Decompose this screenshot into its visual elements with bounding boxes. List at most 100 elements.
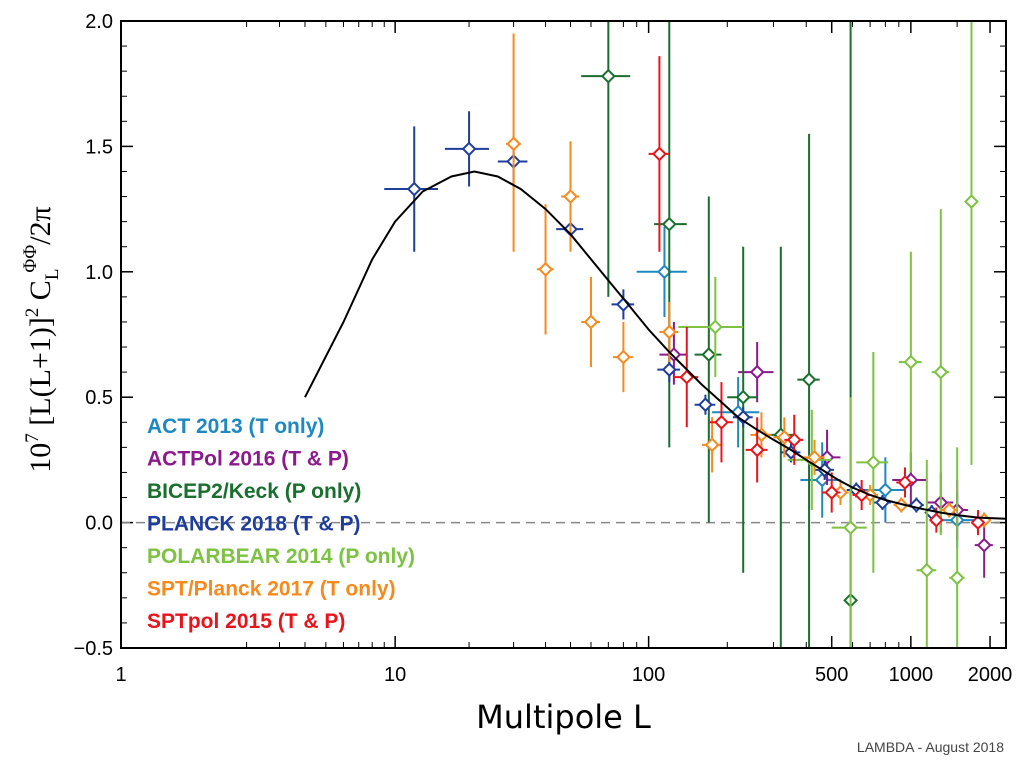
legend-entry: SPT/Planck 2017 (T only) — [147, 578, 396, 601]
data-point — [940, 502, 958, 518]
diamond-marker — [652, 146, 667, 162]
series-spt-planck — [505, 33, 992, 528]
diamond-marker — [824, 485, 840, 500]
diamond-marker — [661, 362, 677, 378]
diamond-marker — [679, 369, 695, 385]
diamond-marker — [976, 537, 992, 553]
diamond-marker — [538, 261, 553, 277]
diamond-marker — [698, 397, 713, 413]
data-point — [822, 472, 841, 513]
diamond-marker — [749, 364, 765, 380]
y-tick-label: 0.0 — [85, 513, 113, 535]
diamond-marker — [807, 449, 822, 465]
data-point — [673, 326, 699, 428]
diamond-marker — [843, 520, 859, 536]
legend-entry: POLARBEAR 2014 (P only) — [147, 545, 415, 568]
data-point — [970, 510, 986, 536]
data-points-layer — [384, 21, 993, 648]
y-label-body-sup: 2 — [22, 308, 43, 318]
series-bicep2-keck — [581, 21, 859, 648]
credit-text: LAMBDA - August 2018 — [857, 739, 1004, 755]
data-point — [928, 507, 944, 533]
data-point — [831, 397, 867, 648]
y-label-prefix-sup: 7 — [22, 433, 43, 443]
x-tick-label: 2000 — [968, 664, 1013, 686]
diamond-marker — [897, 475, 913, 490]
x-tick-label: 500 — [815, 664, 848, 686]
data-point — [916, 459, 937, 648]
diamond-marker — [406, 181, 422, 197]
x-tick-label: 100 — [632, 664, 665, 686]
diamond-marker — [563, 189, 578, 204]
data-point — [648, 56, 670, 252]
data-point — [896, 467, 914, 498]
x-tick-label: 1 — [115, 664, 126, 686]
data-point — [636, 226, 687, 317]
diamond-marker — [600, 68, 616, 84]
data-point — [536, 204, 554, 335]
data-point — [611, 289, 635, 320]
y-label-prefix: 10 — [24, 443, 57, 473]
diamond-marker — [661, 216, 677, 232]
data-point — [811, 429, 841, 485]
diamond-marker — [786, 432, 802, 448]
y-label-suffix: /2π — [24, 206, 57, 244]
legend-entry: SPTpol 2015 (T & P) — [147, 610, 345, 633]
y-label-c: C — [24, 280, 57, 308]
y-axis-label: 107 [L(L+1)]2 CLΦΦ/2π — [20, 206, 63, 472]
diamond-marker — [714, 414, 729, 430]
data-point — [708, 382, 733, 463]
plot-frame — [120, 20, 1007, 649]
data-point — [745, 417, 768, 483]
data-point — [505, 33, 522, 252]
y-label-c-sub: L — [42, 269, 63, 281]
diamond-marker — [928, 512, 944, 528]
diamond-marker — [949, 570, 965, 586]
data-point — [712, 377, 760, 448]
theory-curve-layer — [304, 170, 1007, 520]
diamond-marker — [877, 482, 893, 498]
y-tick-label: −0.5 — [74, 638, 113, 660]
y-tick-label: 1.0 — [85, 262, 113, 284]
y-tick-label: 2.0 — [85, 11, 113, 33]
y-tick-label: 1.5 — [85, 136, 113, 158]
diamond-marker — [919, 562, 935, 578]
data-point — [732, 407, 753, 428]
diamond-marker — [933, 364, 949, 380]
legend-entry: ACTPol 2016 (T & P) — [147, 448, 349, 471]
legend-entry: ACT 2013 (T only) — [147, 415, 324, 438]
x-tick-label: 10 — [384, 664, 406, 686]
diamond-marker — [970, 515, 986, 531]
diamond-marker — [865, 454, 881, 470]
series-polarbear — [678, 21, 979, 648]
diamond-marker — [615, 349, 631, 365]
data-point — [694, 394, 716, 415]
diamond-marker — [583, 314, 599, 330]
x-tick-label: 1000 — [889, 664, 934, 686]
data-point — [701, 417, 722, 473]
theory-curve — [304, 170, 1007, 520]
diamond-marker — [735, 389, 751, 405]
diamond-marker — [801, 372, 817, 388]
data-point — [613, 321, 633, 393]
data-point — [931, 209, 950, 536]
data-point — [581, 276, 600, 368]
x-axis-label: Multipole L — [476, 698, 651, 736]
data-point — [384, 126, 438, 252]
data-point — [964, 21, 979, 465]
legend-entry: PLANCK 2018 (T & P) — [147, 513, 361, 536]
data-point — [581, 21, 631, 297]
data-point — [444, 111, 489, 187]
y-label-c-sup: ΦΦ — [20, 245, 41, 273]
data-point — [738, 342, 774, 403]
data-point — [800, 442, 841, 518]
diamond-marker — [964, 194, 979, 209]
data-point — [678, 276, 744, 378]
data-point — [797, 133, 820, 648]
diamond-marker — [506, 136, 522, 152]
diamond-marker — [735, 409, 751, 425]
data-point — [784, 414, 804, 465]
diamond-marker — [701, 347, 717, 362]
diamond-marker — [704, 437, 720, 453]
